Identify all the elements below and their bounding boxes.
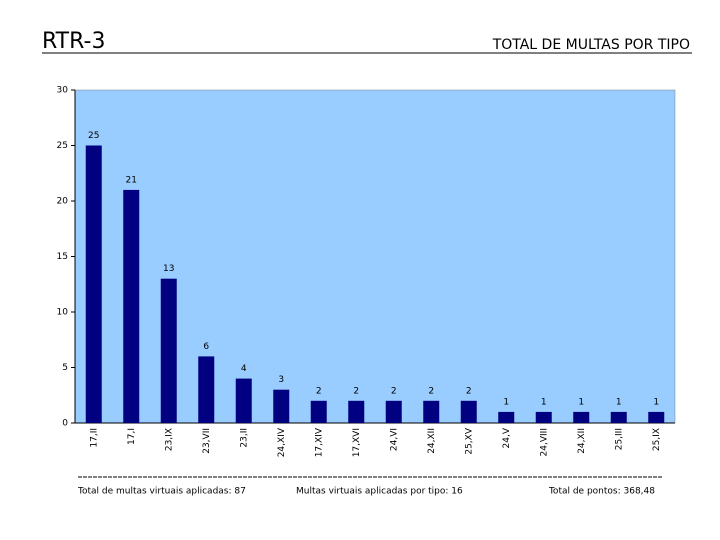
data-label: 1	[541, 397, 547, 407]
y-tick-label: 5	[62, 363, 68, 373]
bar	[310, 400, 327, 423]
y-tick-label: 10	[57, 308, 69, 318]
x-tick-label: 17,II	[89, 428, 99, 448]
x-tick-label: 23,VII	[202, 428, 212, 454]
bar	[610, 411, 627, 423]
data-label: 1	[616, 397, 622, 407]
data-label: 1	[503, 397, 509, 407]
x-tick-label: 17,XIV	[314, 427, 324, 457]
data-label: 4	[241, 364, 247, 374]
x-tick-label: 25,III	[614, 428, 624, 450]
x-tick-label: 25,XV	[464, 427, 474, 454]
x-tick-label: 24,VI	[389, 428, 399, 451]
x-tick-label: 17,I	[127, 428, 137, 445]
bar	[85, 145, 102, 423]
data-label: 6	[203, 342, 209, 352]
x-tick-label: 25,IX	[652, 428, 662, 451]
x-tick-label: 24,V	[502, 427, 512, 448]
bar	[198, 356, 215, 423]
data-label: 13	[163, 264, 174, 274]
data-label: 2	[391, 386, 397, 396]
y-tick-label: 20	[57, 197, 69, 207]
y-tick-label: 30	[57, 86, 69, 96]
data-label: 1	[578, 397, 584, 407]
x-tick-label: 24,XII	[427, 428, 437, 454]
data-label: 2	[316, 386, 322, 396]
data-label: 21	[126, 175, 137, 185]
data-label: 3	[278, 375, 284, 385]
x-tick-label: 24,XIV	[277, 427, 287, 457]
data-label: 1	[653, 397, 659, 407]
x-tick-label: 24,XII	[577, 428, 587, 454]
chart-title: TOTAL DE MULTAS POR TIPO	[492, 37, 690, 53]
bar	[160, 278, 177, 423]
x-tick-label: 23,II	[239, 428, 249, 448]
data-label: 2	[353, 386, 359, 396]
y-tick-label: 0	[62, 419, 68, 429]
bar	[273, 389, 290, 423]
x-tick-label: 23,IX	[164, 428, 174, 451]
x-tick-label: 17,XVI	[352, 428, 362, 457]
bar	[348, 400, 365, 423]
footer-text: Total de multas virtuais aplicadas: 87	[77, 487, 246, 497]
y-tick-label: 15	[57, 252, 68, 262]
y-tick-label: 25	[57, 141, 68, 151]
x-tick-label: 24,VIII	[539, 428, 549, 456]
bar	[423, 400, 440, 423]
bar	[235, 378, 252, 423]
bar	[535, 411, 552, 423]
bar	[460, 400, 477, 423]
bar	[498, 411, 515, 423]
bar	[123, 189, 140, 423]
bar	[648, 411, 665, 423]
data-label: 2	[466, 386, 472, 396]
footer-text: Multas virtuais aplicadas por tipo: 16	[296, 487, 463, 497]
bar	[385, 400, 402, 423]
data-label: 2	[428, 386, 434, 396]
slide-heading: RTR-3	[42, 29, 105, 54]
footer-text: Total de pontos: 368,48	[548, 487, 655, 497]
bar	[573, 411, 590, 423]
data-label: 25	[88, 131, 99, 141]
